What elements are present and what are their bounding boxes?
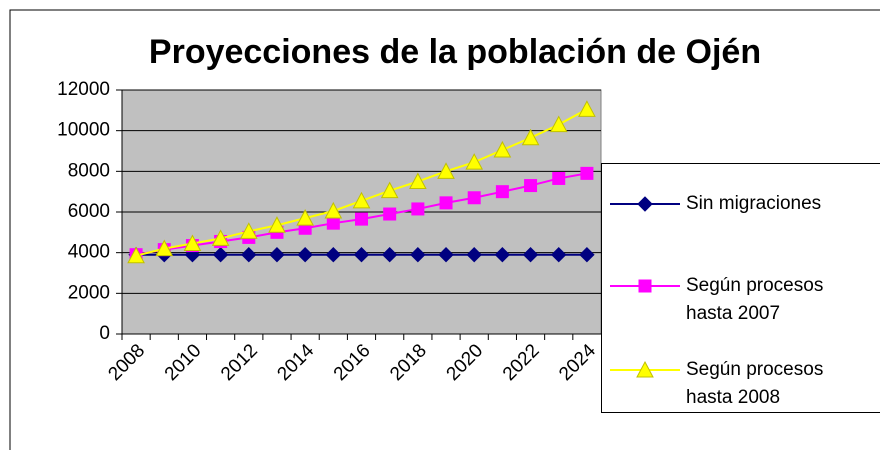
marker: [466, 246, 482, 263]
marker: [296, 209, 314, 226]
marker: [383, 207, 397, 221]
marker: [325, 246, 342, 263]
marker: [524, 179, 538, 193]
marker: [380, 181, 399, 199]
marker: [297, 246, 313, 263]
marker: [353, 246, 370, 263]
marker: [579, 246, 595, 263]
y-tick-label: 2000: [68, 282, 110, 303]
marker: [409, 172, 427, 189]
legend-swatch: [610, 279, 680, 293]
marker: [551, 246, 567, 263]
marker: [637, 196, 653, 212]
marker: [241, 246, 257, 263]
marker: [269, 246, 285, 263]
y-tick-label: 6000: [68, 201, 110, 222]
marker: [636, 360, 654, 378]
marker: [638, 279, 652, 293]
marker: [578, 100, 596, 117]
marker: [381, 246, 398, 263]
marker: [211, 229, 230, 246]
marker: [239, 222, 258, 239]
legend-swatch: [610, 360, 680, 378]
marker: [352, 191, 371, 209]
y-tick-label: 10000: [57, 120, 110, 141]
legend-label: Según procesos hasta 2008: [686, 359, 824, 408]
chart-title: Proyecciones de la población de Ojén: [149, 33, 761, 71]
legend-label: Según procesos hasta 2007: [686, 275, 824, 324]
y-tick-label: 12000: [57, 79, 110, 100]
marker: [326, 216, 340, 230]
marker: [155, 239, 174, 257]
legend: Sin migraciones Según procesos hasta 2007…: [601, 163, 880, 413]
marker: [580, 166, 594, 180]
y-tick-label: 8000: [68, 160, 110, 181]
marker: [438, 246, 454, 263]
marker: [465, 153, 484, 170]
marker: [183, 234, 202, 252]
marker: [212, 246, 229, 263]
marker: [495, 185, 509, 199]
marker: [268, 216, 286, 233]
y-tick-label: 0: [99, 323, 110, 344]
marker: [521, 128, 540, 146]
marker: [549, 115, 568, 133]
legend-swatch: [610, 196, 680, 212]
marker: [522, 246, 539, 263]
marker: [355, 212, 368, 226]
marker: [494, 246, 511, 263]
marker: [411, 202, 425, 216]
marker: [410, 246, 426, 263]
marker: [324, 201, 343, 219]
y-tick-label: 4000: [68, 242, 110, 263]
marker: [439, 196, 453, 210]
marker: [467, 191, 481, 205]
legend-label: Sin migraciones: [686, 193, 822, 214]
marker: [127, 246, 145, 264]
marker: [437, 162, 455, 179]
marker: [552, 171, 566, 185]
marker: [493, 140, 512, 158]
